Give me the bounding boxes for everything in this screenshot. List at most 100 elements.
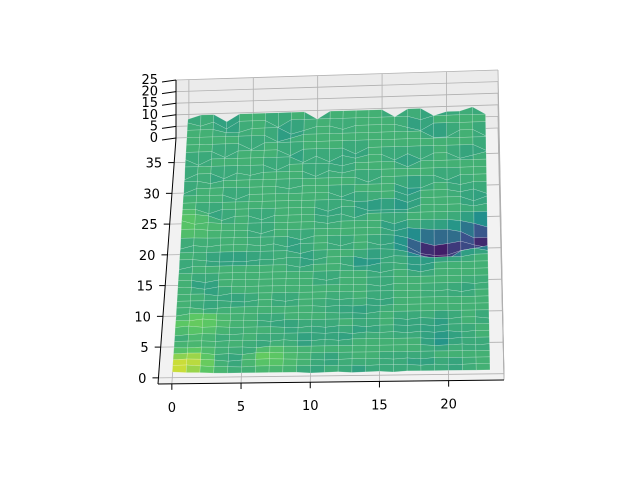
surface-cell bbox=[237, 157, 252, 166]
surface-cell bbox=[393, 269, 408, 277]
surface-cell bbox=[296, 345, 312, 353]
surface-cell bbox=[285, 278, 300, 286]
surface-cell bbox=[314, 192, 329, 201]
z-tick bbox=[161, 114, 177, 118]
surface-cell bbox=[379, 351, 394, 360]
surface-cell bbox=[368, 154, 382, 163]
surface-cell bbox=[283, 345, 298, 354]
surface-cell bbox=[475, 363, 491, 371]
surface-cell bbox=[297, 332, 312, 342]
surface-cell bbox=[381, 161, 395, 170]
surface-cell bbox=[310, 365, 325, 374]
surface-cell bbox=[271, 306, 286, 314]
surface-cell bbox=[420, 337, 435, 346]
surface-cell bbox=[283, 327, 299, 334]
y-axis-line bbox=[157, 137, 177, 385]
surface-cell bbox=[197, 166, 212, 175]
surface-cell bbox=[298, 312, 313, 320]
surface-cell bbox=[303, 141, 317, 150]
surface-cell bbox=[199, 129, 214, 138]
surface-cell bbox=[249, 179, 264, 188]
surface-cell bbox=[324, 339, 339, 347]
surface-cell bbox=[275, 171, 290, 180]
surface-cell bbox=[472, 106, 487, 115]
surface-cell bbox=[434, 303, 449, 311]
surface-cell bbox=[407, 296, 422, 305]
surface-cell bbox=[242, 333, 258, 341]
surface-cell bbox=[353, 269, 368, 278]
surface-cell bbox=[393, 290, 408, 298]
surface-cell bbox=[354, 191, 369, 202]
surface-cell bbox=[420, 219, 435, 230]
surface-cell bbox=[316, 125, 331, 135]
surface-cell bbox=[393, 344, 408, 352]
surface-cell bbox=[447, 256, 462, 263]
surface-cell bbox=[255, 358, 270, 367]
surface-cell bbox=[315, 177, 330, 186]
surface-cell bbox=[434, 350, 449, 358]
surface-cell bbox=[242, 339, 257, 348]
surface-cell bbox=[179, 252, 194, 261]
surface-cell bbox=[256, 320, 272, 328]
surface-cell bbox=[327, 228, 342, 236]
surface-cell bbox=[256, 333, 271, 342]
surface-cell bbox=[379, 317, 394, 326]
surface-cell bbox=[393, 262, 408, 270]
surface-cell bbox=[355, 124, 370, 134]
surface-cell bbox=[273, 229, 288, 238]
surface-cell bbox=[407, 282, 422, 291]
surface-cell bbox=[379, 358, 394, 366]
surface-cell bbox=[214, 346, 230, 355]
surface-cell bbox=[354, 220, 368, 229]
surface-cell bbox=[393, 283, 408, 291]
surface-cell bbox=[181, 209, 196, 216]
surface-cell bbox=[232, 251, 248, 262]
surface-cell bbox=[310, 358, 325, 366]
surface-cell bbox=[288, 200, 303, 209]
surface-cell bbox=[325, 291, 340, 300]
surface-cell bbox=[303, 133, 318, 143]
surface-cell bbox=[324, 345, 339, 353]
surface-cell bbox=[474, 295, 490, 304]
surface-cell bbox=[220, 223, 236, 232]
y-tick-label: 30 bbox=[143, 187, 160, 202]
surface-cell bbox=[212, 136, 227, 145]
surface-cell bbox=[338, 312, 354, 320]
surface-cell bbox=[201, 333, 217, 342]
surface-cell bbox=[288, 192, 303, 201]
surface-cell bbox=[187, 346, 202, 354]
surface-cell bbox=[192, 259, 207, 267]
surface-cell bbox=[326, 256, 341, 265]
surface-cell bbox=[474, 288, 489, 297]
surface-cell bbox=[446, 114, 460, 123]
surface-cell bbox=[246, 244, 261, 252]
surface-cell bbox=[207, 222, 222, 232]
surface-cell bbox=[205, 260, 220, 267]
surface-cell bbox=[475, 329, 490, 338]
x-axis-line bbox=[157, 379, 505, 385]
surface-cell bbox=[287, 214, 302, 223]
surface-mesh bbox=[172, 106, 491, 374]
surface-cell bbox=[215, 326, 231, 335]
surface-cell bbox=[381, 138, 395, 148]
surface-cell bbox=[394, 131, 409, 140]
surface-cell bbox=[474, 267, 489, 276]
surface-cell bbox=[268, 358, 284, 367]
surface-cell bbox=[472, 158, 487, 168]
surface-cell bbox=[241, 359, 256, 368]
surface-cell bbox=[313, 242, 328, 251]
surface-cell bbox=[177, 287, 192, 295]
surface-cell bbox=[379, 304, 394, 312]
surface-cell bbox=[285, 271, 301, 279]
surface-cell bbox=[406, 344, 422, 352]
surface-cell bbox=[186, 129, 201, 138]
surface-cell bbox=[461, 350, 477, 358]
surface-cell bbox=[282, 365, 298, 373]
surface-cell bbox=[316, 133, 331, 142]
surface-cell bbox=[342, 110, 357, 119]
surface-cell bbox=[182, 195, 197, 204]
surface-cell bbox=[205, 265, 220, 274]
surface-cell bbox=[420, 107, 435, 121]
surface-cell bbox=[474, 281, 489, 290]
surface-cell bbox=[365, 351, 380, 359]
